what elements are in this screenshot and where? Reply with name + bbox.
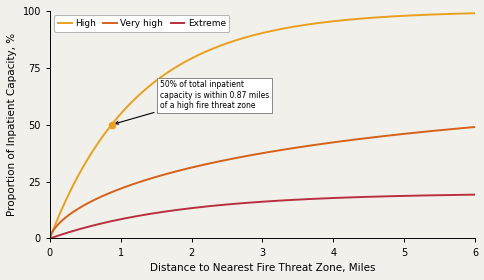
High	[47, 237, 53, 240]
High	[90, 148, 96, 152]
Line: High: High	[50, 13, 474, 239]
Extreme	[47, 237, 53, 240]
High	[471, 11, 477, 15]
Extreme	[385, 195, 391, 198]
Extreme	[218, 203, 224, 207]
X-axis label: Distance to Nearest Fire Threat Zone, Miles: Distance to Nearest Fire Threat Zone, Mi…	[150, 263, 375, 273]
Extreme	[90, 224, 96, 227]
Very high	[47, 237, 53, 240]
Extreme	[378, 195, 383, 198]
Legend: High, Very high, Extreme: High, Very high, Extreme	[54, 15, 229, 32]
Text: 50% of total inpatient
capacity is within 0.87 miles
of a high fire threat zone: 50% of total inpatient capacity is withi…	[115, 80, 269, 124]
Very high	[234, 156, 240, 159]
Very high	[338, 139, 344, 143]
Extreme	[234, 202, 240, 205]
High	[218, 43, 224, 47]
Extreme	[471, 193, 477, 196]
Very high	[471, 125, 477, 129]
Line: Very high: Very high	[50, 127, 474, 239]
Very high	[378, 135, 383, 138]
Very high	[385, 134, 391, 137]
High	[234, 38, 240, 42]
Line: Extreme: Extreme	[50, 195, 474, 239]
High	[338, 19, 344, 22]
High	[385, 15, 391, 18]
Extreme	[338, 196, 344, 199]
Very high	[90, 199, 96, 202]
Y-axis label: Proportion of Inpatient Capacity, %: Proportion of Inpatient Capacity, %	[7, 33, 17, 216]
High	[378, 15, 383, 19]
Very high	[218, 159, 224, 162]
